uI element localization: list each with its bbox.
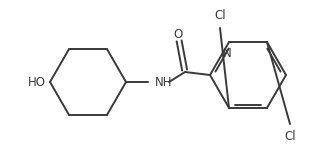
Text: Cl: Cl xyxy=(214,9,226,22)
Text: N: N xyxy=(223,47,231,60)
Text: NH: NH xyxy=(155,75,173,89)
Text: HO: HO xyxy=(28,75,46,89)
Text: Cl: Cl xyxy=(284,130,296,143)
Text: O: O xyxy=(174,29,183,42)
